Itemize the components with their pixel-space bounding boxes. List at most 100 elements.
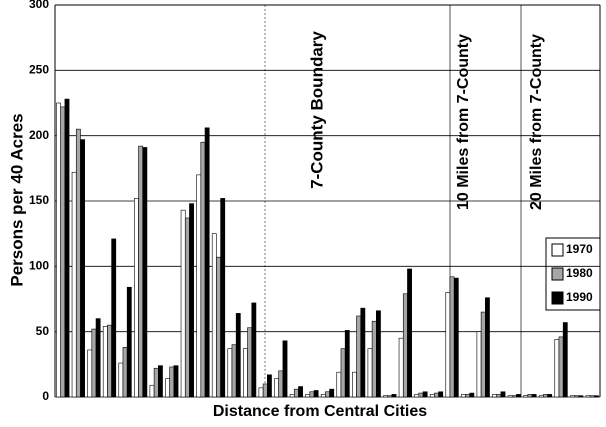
bar — [138, 145, 144, 398]
bar — [87, 349, 93, 398]
bar — [469, 392, 475, 398]
annotation: 10 Miles from 7-County — [455, 34, 472, 210]
bar — [336, 371, 342, 398]
bar — [585, 395, 591, 398]
bar — [340, 348, 346, 398]
bar — [56, 102, 61, 398]
legend-swatch — [551, 267, 564, 281]
bar — [173, 365, 179, 398]
bar — [507, 395, 513, 398]
bar — [414, 394, 420, 398]
bar — [578, 395, 584, 398]
bar — [376, 310, 381, 398]
bar — [60, 106, 66, 398]
annotation: 7-County Boundary — [307, 31, 326, 189]
bar — [118, 362, 124, 398]
bar — [126, 286, 132, 398]
bar — [387, 395, 393, 398]
bar — [95, 318, 101, 398]
bar — [543, 394, 548, 398]
bar — [407, 268, 412, 398]
y-tick-label: 100 — [29, 259, 49, 273]
bar — [200, 141, 206, 398]
bar — [298, 386, 303, 398]
bar — [235, 313, 241, 398]
bar — [258, 387, 264, 398]
bar — [429, 394, 435, 398]
bar — [371, 320, 377, 398]
y-tick-label: 0 — [42, 389, 49, 403]
bar — [274, 378, 279, 398]
bar — [142, 147, 148, 398]
legend-label: 1990 — [566, 290, 593, 304]
bar — [278, 370, 284, 398]
y-tick-label: 150 — [29, 193, 49, 207]
bar — [211, 233, 217, 398]
y-tick-label: 300 — [29, 0, 49, 11]
bar — [594, 395, 599, 398]
bar — [251, 302, 257, 398]
bar — [262, 383, 268, 398]
bar — [465, 394, 471, 398]
legend-swatch — [551, 243, 564, 257]
bar — [547, 394, 553, 398]
bar — [352, 371, 357, 398]
bar — [189, 203, 194, 398]
bar — [356, 315, 362, 398]
bar — [107, 324, 112, 398]
bar — [422, 391, 428, 398]
bar — [461, 394, 466, 398]
bar — [220, 198, 226, 398]
bar — [231, 344, 237, 398]
bar — [570, 395, 575, 398]
bar — [320, 394, 326, 398]
bar — [445, 292, 451, 398]
bar — [516, 394, 521, 398]
bar — [554, 339, 560, 398]
bar — [134, 198, 139, 398]
bar — [196, 174, 202, 398]
bar — [402, 293, 408, 398]
bar — [418, 392, 424, 398]
bar — [449, 276, 455, 398]
bar — [227, 348, 233, 398]
bar — [180, 209, 186, 398]
y-tick-label: 250 — [29, 63, 49, 77]
bar — [149, 384, 155, 398]
bar — [500, 391, 506, 398]
bar — [511, 395, 517, 398]
bar — [247, 327, 253, 398]
bar — [158, 365, 163, 398]
bar — [216, 256, 221, 398]
bar — [434, 392, 439, 398]
x-axis-label: Distance from Central Cities — [213, 403, 427, 420]
bar — [293, 388, 299, 398]
bar — [360, 307, 366, 398]
bar — [153, 367, 159, 398]
bar — [453, 277, 459, 398]
bar — [305, 394, 311, 398]
bar — [496, 394, 502, 398]
bar — [169, 366, 175, 398]
bar — [80, 139, 85, 398]
legend-label: 1980 — [566, 266, 593, 280]
bar — [589, 395, 595, 398]
bar — [282, 340, 288, 398]
bar — [531, 394, 537, 398]
bar — [476, 331, 482, 398]
bar — [438, 391, 444, 398]
bar — [329, 388, 335, 398]
bar — [367, 348, 373, 398]
bar — [344, 330, 350, 398]
annotation: 20 Miles from 7-County — [528, 34, 545, 210]
bar — [111, 238, 117, 398]
bar — [398, 337, 404, 398]
bar — [204, 127, 210, 398]
bar — [562, 322, 568, 398]
bar — [325, 391, 330, 398]
bar — [485, 297, 490, 398]
legend-swatch — [551, 291, 564, 305]
bar — [527, 394, 533, 398]
y-tick-label: 50 — [36, 324, 50, 338]
